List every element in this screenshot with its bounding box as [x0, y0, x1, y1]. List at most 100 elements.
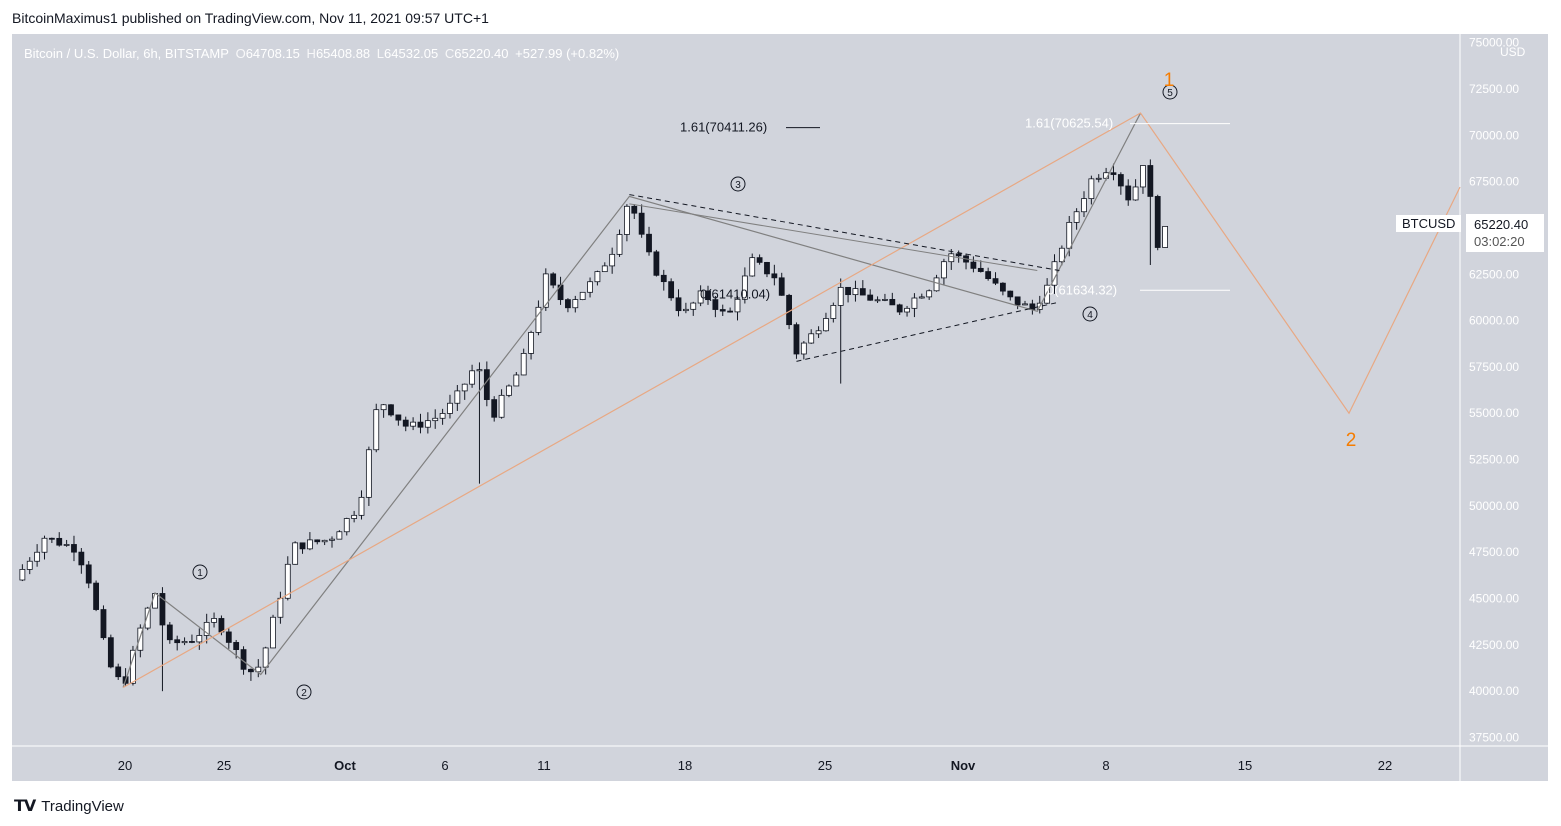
wave-label-4: 4 — [1087, 310, 1093, 321]
x-tick-label: 25 — [217, 758, 231, 773]
candle-body — [144, 607, 151, 629]
x-tick-label: 20 — [118, 758, 132, 773]
major-wave-label-1: 1 — [1164, 70, 1175, 91]
candle-body — [712, 299, 719, 310]
candle-body — [476, 369, 483, 372]
candle-body — [107, 637, 114, 668]
candle-body — [19, 569, 26, 581]
candle-body — [741, 275, 748, 300]
candle-body — [181, 641, 188, 644]
legend-open-key: O — [235, 46, 246, 61]
y-tick-label: 50000.00 — [1469, 499, 1519, 513]
candle-body — [211, 618, 217, 623]
candle-body — [579, 291, 586, 300]
candle-body — [815, 330, 822, 335]
candle-body — [1058, 247, 1065, 263]
candle-body — [778, 277, 785, 296]
candle-body — [616, 234, 623, 255]
candle-body — [1088, 178, 1095, 200]
x-tick-label: Oct — [334, 758, 356, 773]
wave-label-3: 3 — [735, 180, 741, 191]
candle-body — [933, 277, 940, 292]
wave-path — [122, 112, 1142, 688]
candle-body — [904, 307, 910, 313]
y-tick-label: 37500.00 — [1469, 731, 1519, 745]
triangle-axis-line — [629, 203, 1038, 272]
tradingview-logo-icon: 𝗧𝗩 — [14, 798, 36, 815]
candle-body — [314, 539, 321, 543]
y-tick-label: 62500.00 — [1469, 267, 1519, 281]
candle-body — [852, 288, 859, 296]
candle-body — [41, 537, 48, 553]
y-tick-label: 72500.00 — [1469, 82, 1519, 96]
candle-body — [705, 290, 711, 301]
candle-body — [690, 302, 697, 310]
candle-body — [26, 560, 33, 570]
x-tick-label: 22 — [1378, 758, 1392, 773]
candle-body — [233, 642, 240, 651]
candle-body — [1007, 290, 1014, 298]
candle-body — [528, 332, 534, 354]
candle-body — [1029, 303, 1036, 310]
candle-body — [565, 299, 571, 309]
candle-body — [911, 297, 918, 309]
legend-low: 64532.05 — [384, 46, 439, 61]
x-tick-label: 18 — [678, 758, 692, 773]
candle-body — [71, 544, 77, 553]
wave-circle — [730, 176, 746, 192]
candle-body — [653, 251, 660, 276]
candle-body — [1140, 165, 1146, 188]
candle-body — [483, 369, 490, 400]
candle-body — [594, 271, 601, 283]
candle-body — [299, 542, 306, 550]
candle-body — [719, 309, 726, 312]
candle-body — [174, 639, 181, 644]
candle-body — [270, 616, 276, 649]
candle-body — [469, 370, 475, 385]
chart-area[interactable]: 37500.00 40000.00 42500.00 45000.00 47500.00… — [12, 34, 1548, 781]
candle-body — [1044, 284, 1051, 304]
legend-symbol: Bitcoin / U.S. Dollar, 6h, BITSTAMP — [24, 46, 229, 61]
wave-label-2: 2 — [301, 688, 307, 699]
candle-body — [34, 551, 41, 562]
fib-label-2: 1.61(70625.54) — [1025, 116, 1113, 131]
x-tick-label: 11 — [537, 758, 551, 773]
candle-body — [454, 390, 461, 404]
candle-body — [601, 265, 608, 273]
tradingview-brand[interactable]: 𝗧𝗩 TradingView — [14, 796, 124, 816]
candle-body — [189, 641, 195, 643]
candle-body — [56, 537, 63, 546]
last-price-label: 65220.40 03:02:20 — [1466, 214, 1544, 252]
candle-body — [358, 496, 365, 516]
legend-close: 65220.40 — [454, 46, 509, 61]
chart-canvas[interactable]: 37500.00 40000.00 42500.00 45000.00 47500.00… — [12, 34, 1548, 781]
candle-body — [100, 609, 107, 639]
candle-body — [498, 394, 505, 418]
candle-body — [447, 402, 453, 414]
fib-label-1: 1.61(70411.26) — [680, 120, 767, 135]
candle-body — [535, 306, 542, 333]
fib-label-3: 0(61410.04) — [700, 286, 770, 301]
legend-open: 64708.15 — [245, 46, 300, 61]
wave-label-1: 1 — [197, 568, 203, 579]
y-tick-label: 45000.00 — [1469, 592, 1519, 606]
candle-body — [159, 593, 166, 626]
major-wave-path — [122, 112, 1461, 688]
candle-body — [321, 539, 328, 543]
candle-body — [373, 409, 380, 451]
candle-body — [1022, 303, 1028, 306]
candle-body — [166, 624, 173, 641]
candle-body — [830, 305, 837, 319]
candle-body — [948, 253, 955, 263]
candle-body — [609, 253, 616, 267]
candle-body — [1147, 165, 1154, 197]
candle-body — [918, 296, 925, 299]
candle-body — [992, 278, 999, 284]
legend-close-key: C — [444, 46, 455, 61]
candle-body — [1154, 196, 1161, 248]
candle-body — [336, 531, 343, 540]
publisher-line: BitcoinMaximus1 published on TradingView… — [12, 10, 489, 26]
candle-body — [845, 286, 851, 296]
candle-body — [380, 404, 387, 411]
candle-body — [432, 417, 439, 422]
